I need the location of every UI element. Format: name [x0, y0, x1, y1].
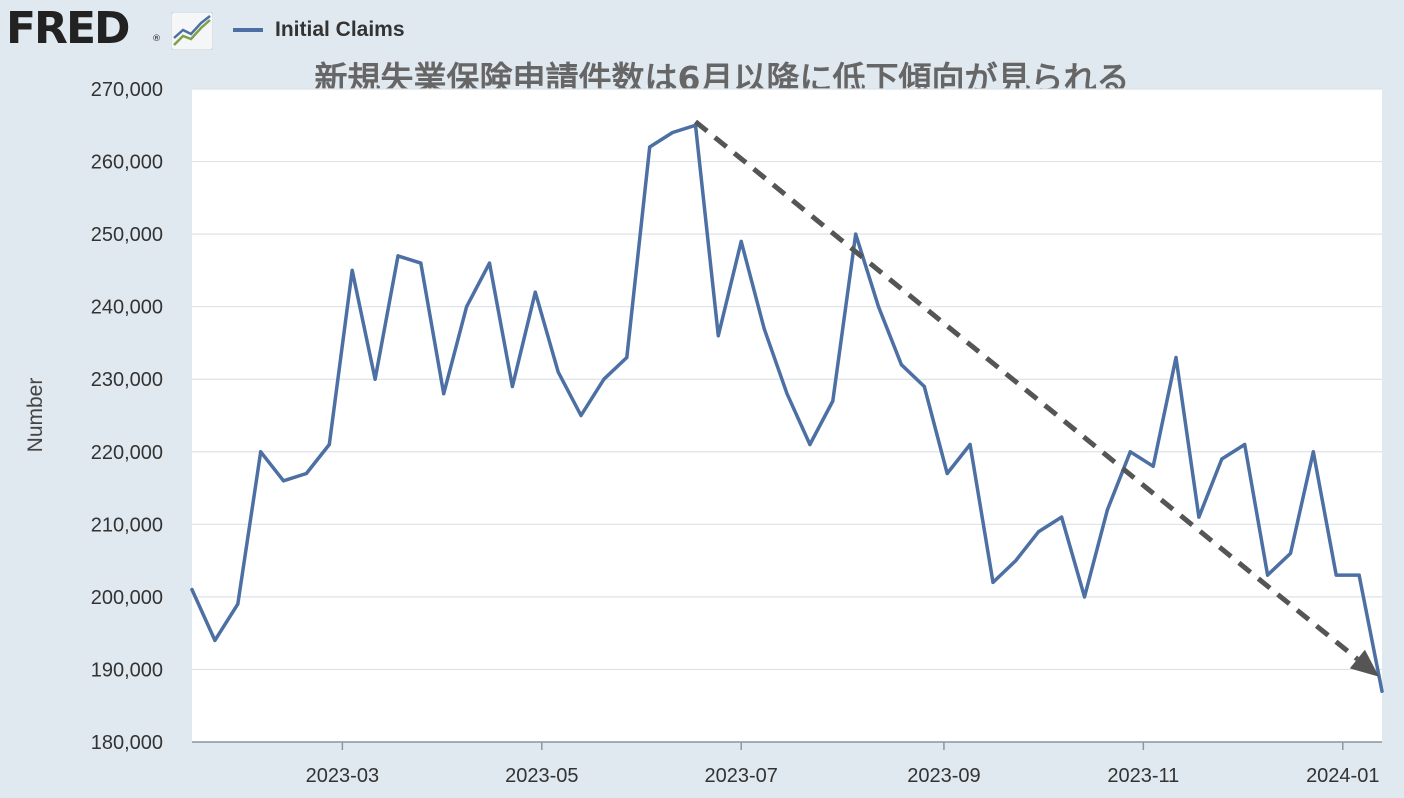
data-point [327, 442, 331, 447]
y-axis-label: Number [24, 378, 47, 453]
data-point [236, 602, 240, 606]
data-point [419, 261, 423, 265]
header: FRED ® Initial Claims [0, 0, 1404, 60]
data-point [876, 305, 881, 309]
data-point [1105, 508, 1109, 512]
data-point [899, 363, 904, 367]
data-point [1174, 355, 1178, 360]
plot-area [192, 89, 1382, 742]
data-point [991, 580, 995, 584]
data-point [213, 638, 217, 643]
data-point [373, 377, 377, 381]
x-tick-label: 2023-11 [1107, 765, 1179, 787]
y-tick-label: 180,000 [91, 732, 163, 754]
data-point [762, 326, 766, 331]
data-point [281, 479, 286, 483]
annotation-layer [693, 119, 1380, 677]
y-tick-label: 220,000 [91, 442, 163, 464]
y-tick-label: 230,000 [91, 369, 163, 391]
x-tick-label: 2024-01 [1306, 765, 1379, 787]
data-point [808, 442, 812, 447]
legend: Initial Claims [233, 16, 405, 44]
data-point [1037, 529, 1041, 534]
data-point [1334, 573, 1338, 577]
data-point [259, 450, 263, 454]
data-point [1357, 573, 1361, 577]
data-point [1014, 559, 1018, 563]
data-point [487, 261, 492, 265]
data-point [465, 305, 469, 309]
data-point [716, 334, 720, 338]
x-axis-ticks: 2023-03 2023-05 2023-07 2023-09 2023-11 2024-… [306, 742, 1379, 787]
data-point [648, 145, 652, 149]
trend-arrow-head [1349, 649, 1380, 677]
data-point [1151, 464, 1155, 468]
y-tick-label: 250,000 [91, 224, 163, 246]
fred-logo[interactable]: FRED [6, 3, 131, 54]
data-point [1380, 689, 1384, 693]
data-point [510, 384, 514, 389]
y-axis-ticks: 180,000 190,000 200,000 210,000 220,000 230,0… [91, 79, 163, 754]
data-point [556, 370, 560, 374]
data-point [785, 392, 789, 396]
series-layer [190, 123, 1384, 693]
data-point [1128, 450, 1132, 454]
data-point [1288, 551, 1293, 555]
data-point [1265, 573, 1270, 577]
data-point [1060, 515, 1064, 519]
y-tick-label: 260,000 [91, 152, 163, 174]
y-tick-label: 200,000 [91, 587, 163, 609]
data-point [442, 392, 446, 396]
legend-label: Initial Claims [275, 18, 405, 41]
data-point [922, 384, 926, 389]
fred-chart-icon [171, 12, 213, 50]
data-point [1082, 595, 1087, 599]
data-point [831, 399, 835, 403]
data-point [1220, 457, 1224, 461]
data-point [968, 442, 972, 447]
x-tick-label: 2023-09 [907, 765, 980, 787]
trend-arrow-shaft [693, 119, 1359, 661]
data-point [625, 355, 629, 360]
x-tick-label: 2023-05 [505, 765, 578, 787]
legend-swatch [233, 28, 263, 32]
x-tick-label: 2023-03 [306, 765, 379, 787]
data-point [304, 471, 309, 476]
logo-text: FRED [6, 3, 131, 54]
y-tick-label: 240,000 [91, 297, 163, 319]
data-point [854, 232, 858, 236]
data-point [350, 268, 354, 272]
data-point [945, 471, 949, 476]
data-point [1311, 450, 1315, 454]
data-point [602, 377, 606, 381]
y-tick-label: 270,000 [91, 79, 163, 101]
data-point [533, 290, 537, 294]
data-point [670, 130, 675, 135]
data-point [190, 588, 194, 592]
y-tick-label: 190,000 [91, 659, 163, 681]
data-point [739, 239, 743, 243]
data-point [396, 254, 400, 258]
data-point [579, 413, 583, 418]
registered-mark: ® [152, 34, 161, 44]
data-point [1197, 515, 1201, 519]
x-tick-label: 2023-07 [705, 765, 778, 787]
y-tick-label: 210,000 [91, 514, 163, 536]
data-point [1243, 442, 1247, 447]
